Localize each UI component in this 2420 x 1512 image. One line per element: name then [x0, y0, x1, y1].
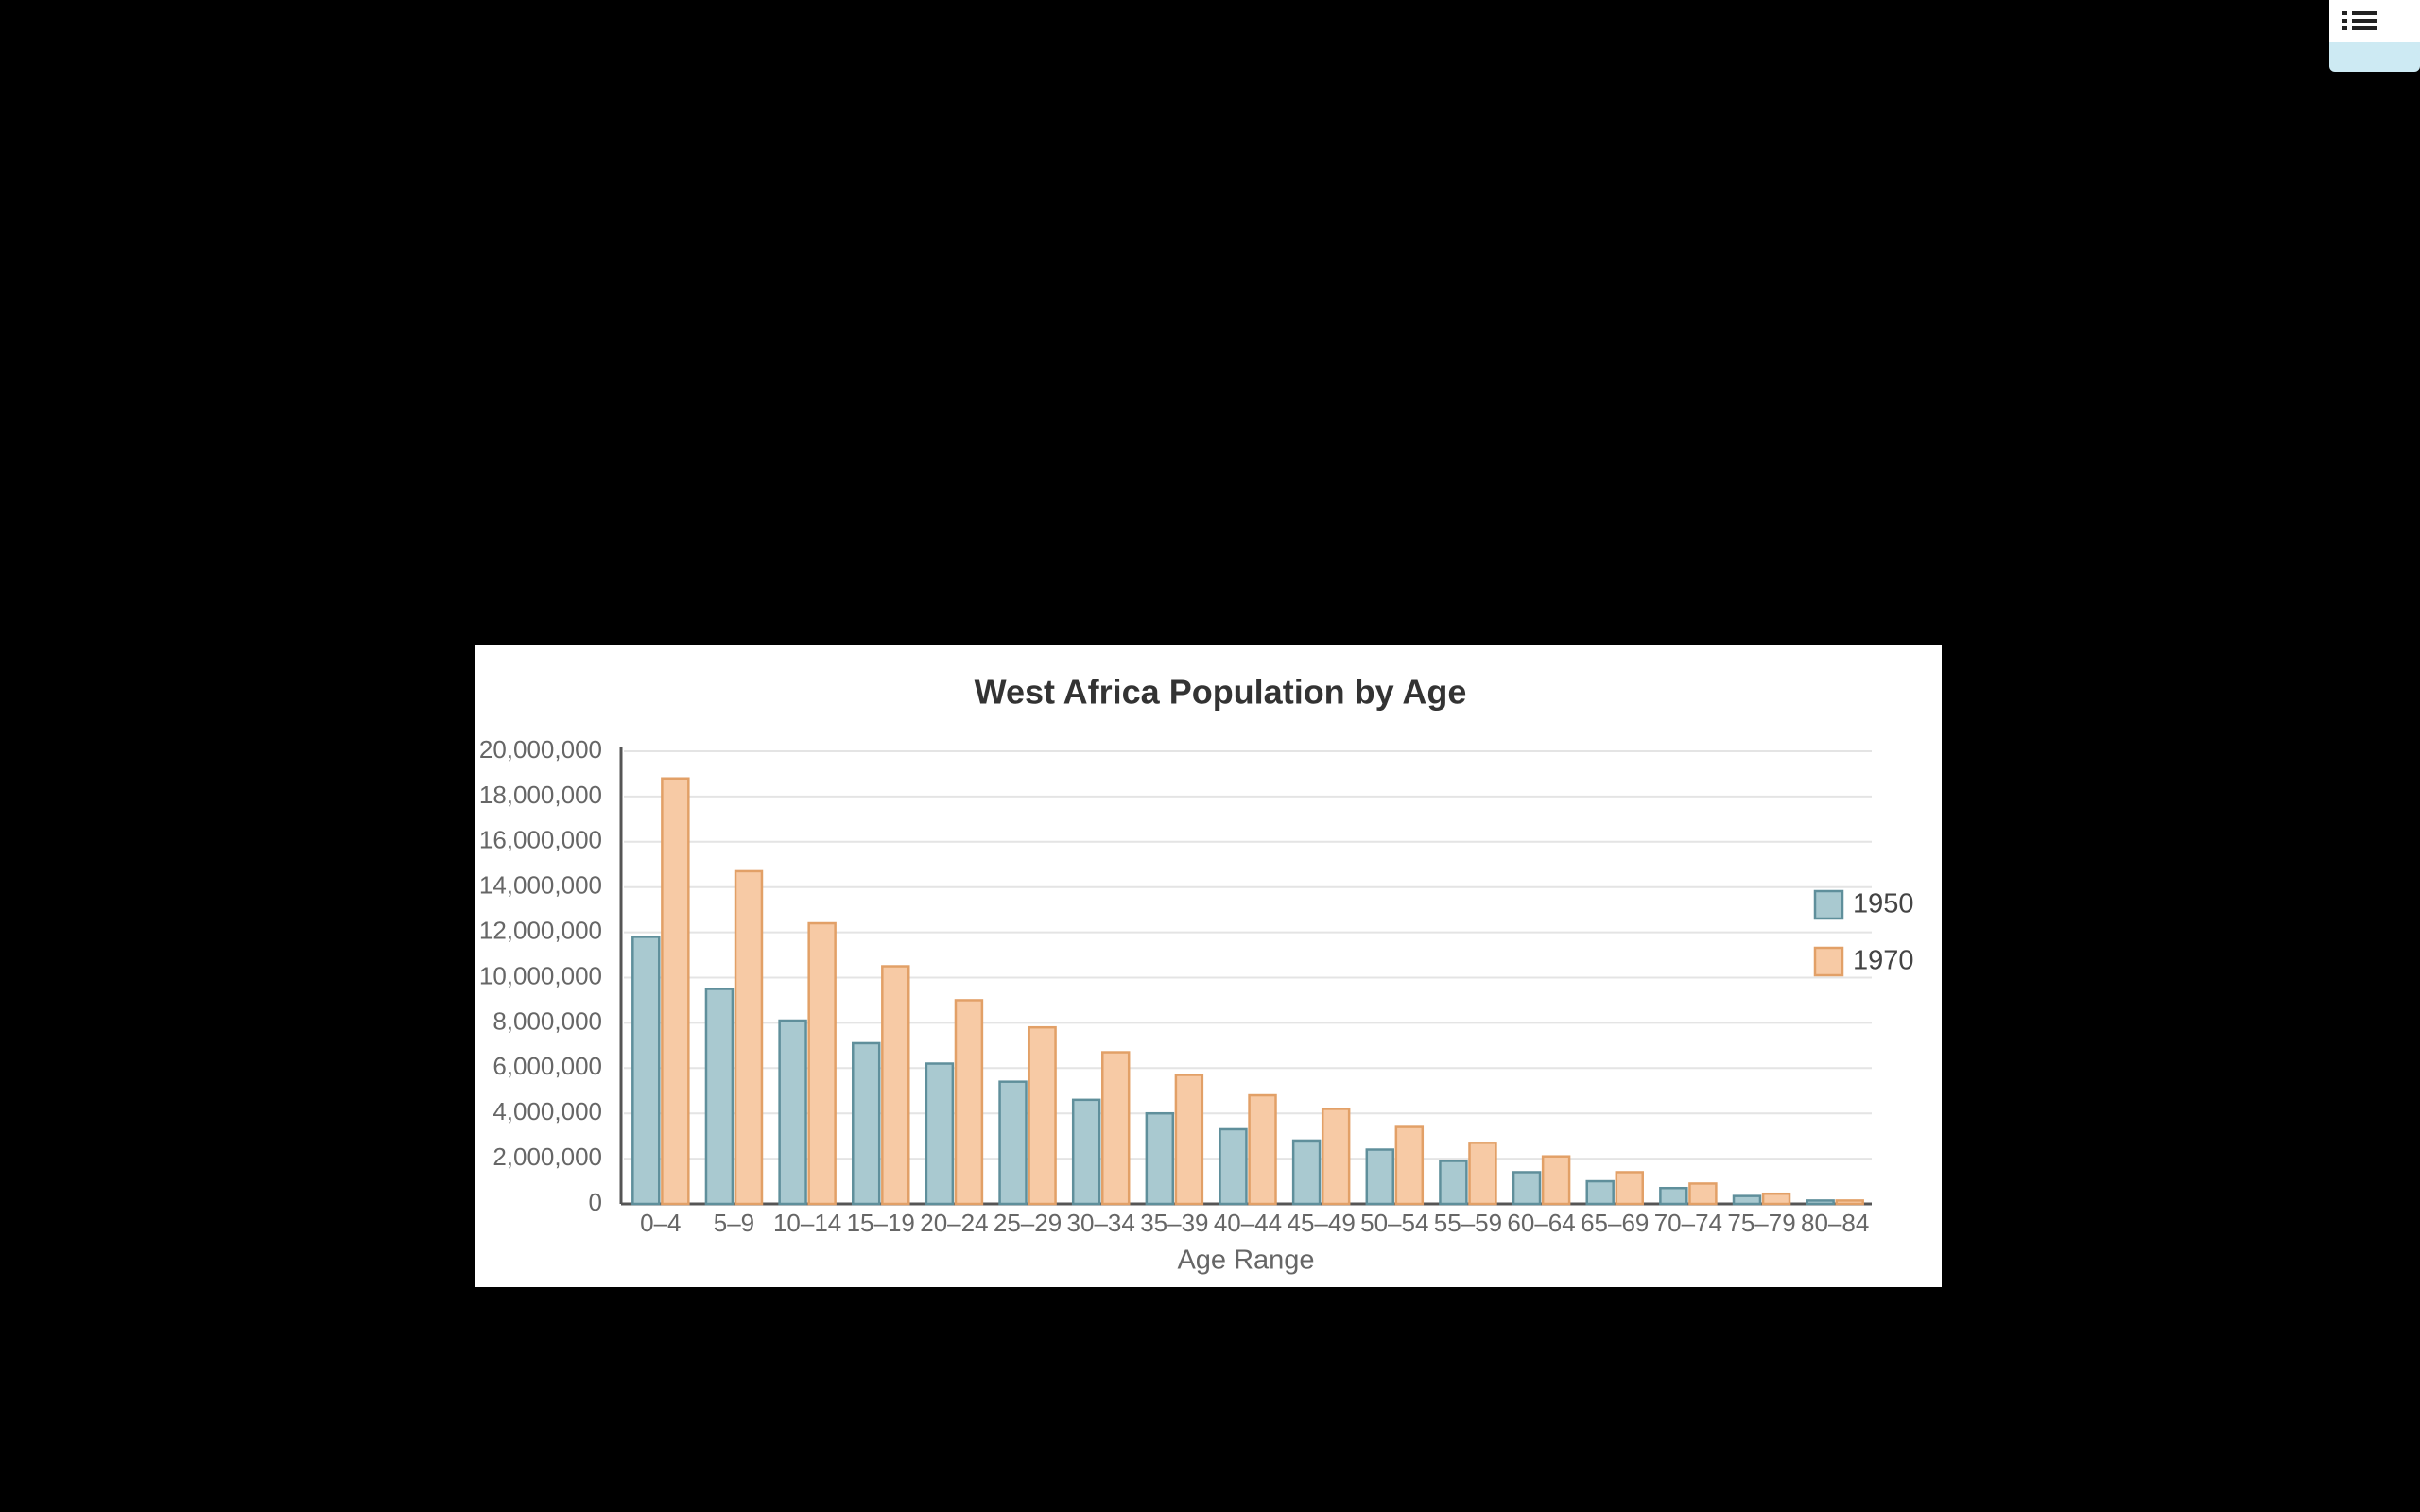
bar	[1585, 1179, 1615, 1206]
x-tick-label: 10–14	[773, 1209, 841, 1237]
bar	[734, 869, 764, 1206]
x-tick-label: 80–84	[1801, 1209, 1869, 1237]
bar	[1365, 1148, 1394, 1206]
bar	[1219, 1127, 1248, 1206]
x-axis-title: Age Range	[1177, 1246, 1314, 1276]
x-tick-label: 15–19	[847, 1209, 915, 1237]
x-tick-label: 55–59	[1434, 1209, 1502, 1237]
y-tick-label: 4,000,000	[493, 1097, 602, 1125]
y-tick-label: 18,000,000	[479, 781, 602, 809]
x-tick-label: 50–54	[1360, 1209, 1428, 1237]
bar	[1439, 1160, 1468, 1206]
list-icon[interactable]	[2342, 11, 2377, 30]
chart-panel	[475, 645, 1942, 1287]
legend-label: 1970	[1853, 946, 1914, 976]
y-tick-label: 6,000,000	[493, 1052, 602, 1080]
bar	[1101, 1051, 1131, 1206]
bar	[998, 1080, 1028, 1206]
bar	[1659, 1186, 1688, 1206]
y-tick-label: 20,000,000	[479, 735, 602, 764]
x-tick-label: 60–64	[1507, 1209, 1575, 1237]
bar	[631, 936, 661, 1206]
bar	[1248, 1093, 1277, 1206]
y-tick-label: 8,000,000	[493, 1006, 602, 1035]
x-tick-label: 45–49	[1287, 1209, 1355, 1237]
x-tick-label: 5–9	[714, 1209, 754, 1237]
bar	[954, 999, 984, 1206]
bar	[1028, 1025, 1057, 1206]
bar	[778, 1019, 807, 1206]
y-tick-label: 12,000,000	[479, 916, 602, 944]
bar	[704, 988, 735, 1206]
bar	[1761, 1192, 1791, 1206]
bar	[881, 965, 910, 1206]
bar	[1541, 1155, 1571, 1206]
bar	[1174, 1074, 1204, 1206]
bar	[1145, 1111, 1175, 1206]
bar	[925, 1062, 955, 1206]
chart-title: West Africa Population by Age	[975, 673, 1467, 712]
x-tick-label: 30–34	[1067, 1209, 1135, 1237]
y-tick-label: 16,000,000	[479, 826, 602, 854]
bar	[807, 921, 837, 1206]
y-tick-label: 14,000,000	[479, 871, 602, 900]
menu-tab[interactable]	[2329, 0, 2420, 72]
bar	[1512, 1171, 1542, 1206]
bar	[1468, 1142, 1497, 1206]
x-tick-label: 70–74	[1654, 1209, 1722, 1237]
x-tick-label: 25–29	[994, 1209, 1062, 1237]
x-tick-label: 0–4	[640, 1209, 681, 1237]
bar	[1688, 1182, 1718, 1206]
x-tick-label: 20–24	[920, 1209, 988, 1237]
bar	[1806, 1199, 1835, 1206]
y-tick-label: 0	[589, 1188, 602, 1216]
bar	[1321, 1108, 1351, 1206]
bar	[1071, 1098, 1101, 1206]
bar	[1835, 1199, 1864, 1206]
legend-swatch	[1813, 946, 1844, 977]
x-tick-label: 40–44	[1214, 1209, 1282, 1237]
bar	[1615, 1171, 1644, 1206]
legend-label: 1950	[1853, 889, 1914, 919]
y-tick-label: 10,000,000	[479, 961, 602, 989]
bar	[1732, 1194, 1762, 1206]
bar	[1394, 1125, 1425, 1206]
bar	[1291, 1139, 1322, 1206]
bar	[852, 1041, 881, 1206]
x-tick-label: 65–69	[1581, 1209, 1649, 1237]
x-tick-label: 35–39	[1140, 1209, 1208, 1237]
bar	[661, 777, 690, 1206]
y-tick-label: 2,000,000	[493, 1143, 602, 1171]
legend-swatch	[1813, 889, 1844, 920]
x-tick-label: 75–79	[1727, 1209, 1795, 1237]
